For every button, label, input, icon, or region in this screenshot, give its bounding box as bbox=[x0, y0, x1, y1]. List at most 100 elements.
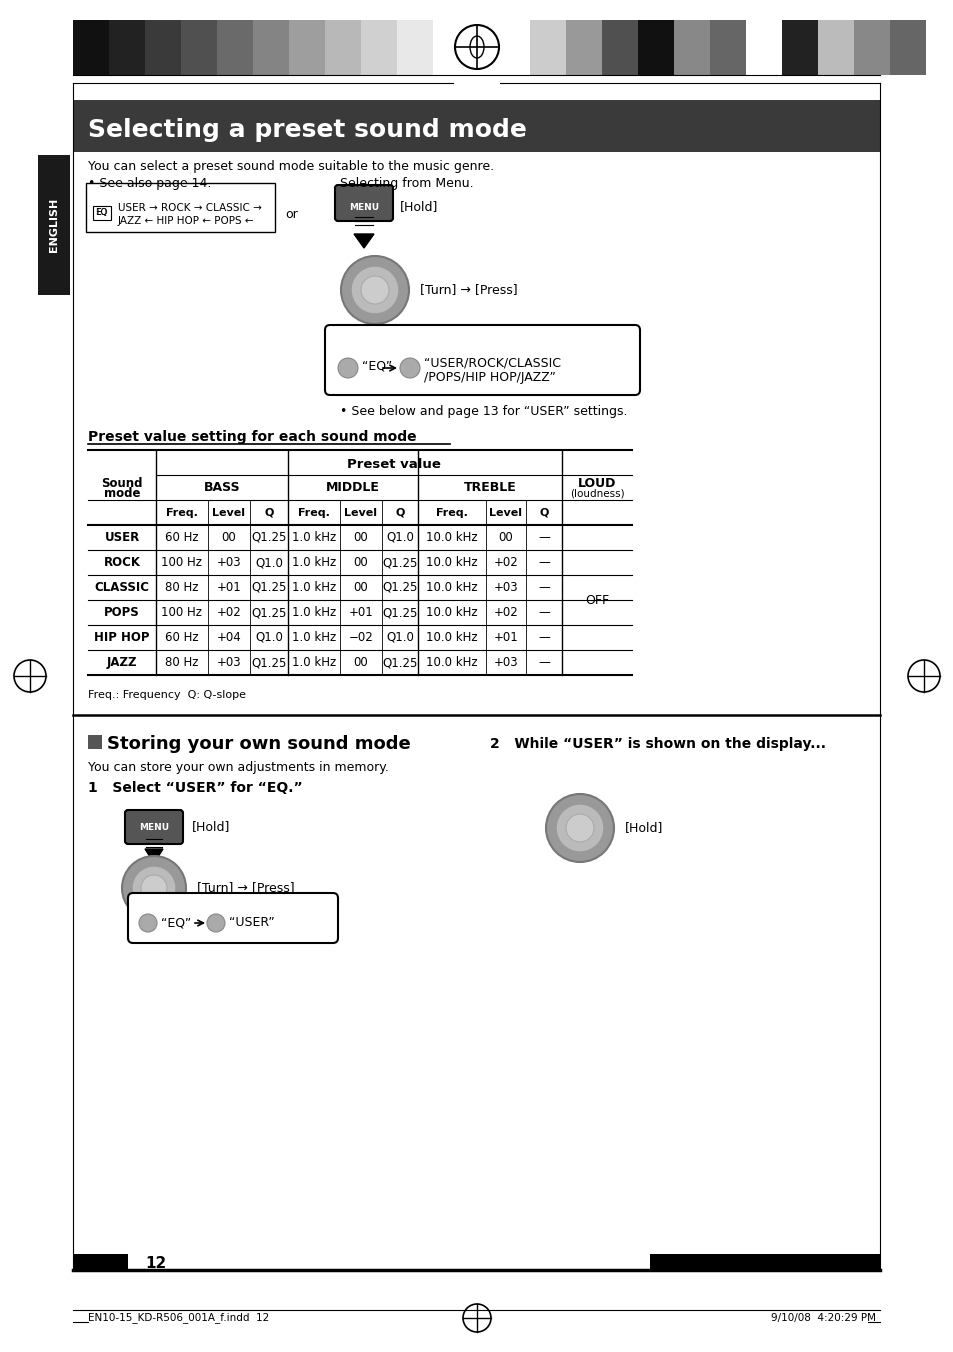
Text: Preset value setting for each sound mode: Preset value setting for each sound mode bbox=[88, 430, 416, 443]
Bar bbox=[745, 20, 781, 74]
Text: JAZZ ← HIP HOP ← POPS ←: JAZZ ← HIP HOP ← POPS ← bbox=[118, 216, 254, 226]
Text: Freq.: Freq. bbox=[297, 507, 330, 518]
Text: Level: Level bbox=[344, 507, 377, 518]
Bar bbox=[38, 155, 70, 295]
Text: Freq.: Frequency  Q: Q-slope: Freq.: Frequency Q: Q-slope bbox=[88, 690, 246, 700]
Bar bbox=[360, 20, 396, 74]
Text: MENU: MENU bbox=[349, 203, 378, 211]
Bar bbox=[817, 20, 853, 74]
Circle shape bbox=[360, 276, 389, 304]
FancyBboxPatch shape bbox=[125, 810, 183, 844]
Text: OFF: OFF bbox=[584, 594, 608, 607]
Text: 1.0 kHz: 1.0 kHz bbox=[292, 556, 335, 569]
Text: —: — bbox=[537, 606, 549, 619]
Text: mode: mode bbox=[104, 487, 140, 500]
Bar bbox=[853, 20, 889, 74]
Bar bbox=[601, 20, 638, 74]
Circle shape bbox=[351, 266, 398, 314]
Circle shape bbox=[340, 256, 409, 324]
Text: +02: +02 bbox=[216, 606, 241, 619]
Text: CLASSIC: CLASSIC bbox=[94, 581, 150, 594]
FancyBboxPatch shape bbox=[335, 185, 393, 220]
Text: 1.0 kHz: 1.0 kHz bbox=[292, 581, 335, 594]
Text: 00: 00 bbox=[354, 556, 368, 569]
Circle shape bbox=[565, 814, 594, 842]
Text: 1.0 kHz: 1.0 kHz bbox=[292, 606, 335, 619]
Text: 60 Hz: 60 Hz bbox=[165, 631, 198, 644]
Bar bbox=[889, 20, 925, 74]
Text: Q1.0: Q1.0 bbox=[254, 556, 283, 569]
Text: Q: Q bbox=[395, 507, 404, 518]
Text: EQ: EQ bbox=[96, 208, 107, 218]
Circle shape bbox=[545, 794, 614, 863]
Text: Storing your own sound mode: Storing your own sound mode bbox=[107, 735, 411, 753]
Text: 80 Hz: 80 Hz bbox=[165, 656, 198, 669]
Polygon shape bbox=[354, 234, 374, 247]
Text: POPS: POPS bbox=[104, 606, 140, 619]
Text: +03: +03 bbox=[493, 581, 517, 594]
Text: +01: +01 bbox=[493, 631, 517, 644]
Text: 00: 00 bbox=[354, 656, 368, 669]
Circle shape bbox=[132, 867, 175, 910]
Text: or: or bbox=[285, 208, 297, 222]
Text: EQ: EQ bbox=[95, 207, 108, 216]
Text: USER: USER bbox=[104, 531, 139, 544]
Circle shape bbox=[556, 804, 603, 852]
Text: 12: 12 bbox=[145, 1256, 166, 1271]
Text: Q1.0: Q1.0 bbox=[254, 631, 283, 644]
Text: “USER”: “USER” bbox=[229, 917, 274, 930]
Text: 10.0 kHz: 10.0 kHz bbox=[426, 581, 477, 594]
Bar bbox=[289, 20, 325, 74]
Text: Freq.: Freq. bbox=[436, 507, 468, 518]
Text: [Hold]: [Hold] bbox=[399, 200, 438, 214]
Text: Q1.25: Q1.25 bbox=[382, 556, 417, 569]
Text: Q1.0: Q1.0 bbox=[386, 531, 414, 544]
Circle shape bbox=[337, 358, 357, 379]
Text: [Turn] → [Press]: [Turn] → [Press] bbox=[419, 284, 517, 296]
Text: Level: Level bbox=[213, 507, 245, 518]
Text: Selecting a preset sound mode: Selecting a preset sound mode bbox=[88, 118, 526, 142]
Bar bbox=[396, 20, 433, 74]
Text: 10.0 kHz: 10.0 kHz bbox=[426, 606, 477, 619]
Text: —: — bbox=[537, 656, 549, 669]
Text: 10.0 kHz: 10.0 kHz bbox=[426, 631, 477, 644]
Text: HIP HOP: HIP HOP bbox=[94, 631, 150, 644]
Text: [Hold]: [Hold] bbox=[624, 822, 662, 834]
Bar bbox=[565, 20, 601, 74]
Bar bbox=[673, 20, 709, 74]
Text: +01: +01 bbox=[216, 581, 241, 594]
Bar bbox=[781, 20, 817, 74]
Text: [Turn] → [Press]: [Turn] → [Press] bbox=[196, 882, 294, 895]
Text: 1.0 kHz: 1.0 kHz bbox=[292, 531, 335, 544]
Bar bbox=[88, 450, 631, 675]
Text: “USER/ROCK/CLASSIC: “USER/ROCK/CLASSIC bbox=[423, 357, 560, 369]
Text: 2   While “USER” is shown on the display...: 2 While “USER” is shown on the display..… bbox=[490, 737, 825, 750]
Bar bbox=[181, 20, 216, 74]
Text: • See also page 14.: • See also page 14. bbox=[88, 177, 212, 191]
Text: “EQ”: “EQ” bbox=[361, 360, 392, 373]
Text: You can select a preset sound mode suitable to the music genre.: You can select a preset sound mode suita… bbox=[88, 160, 494, 173]
Bar bbox=[73, 1255, 128, 1272]
Text: [Hold]: [Hold] bbox=[192, 821, 230, 833]
Text: MENU: MENU bbox=[139, 822, 169, 831]
Text: 80 Hz: 80 Hz bbox=[165, 581, 198, 594]
Text: 00: 00 bbox=[221, 531, 236, 544]
Text: 10.0 kHz: 10.0 kHz bbox=[426, 656, 477, 669]
Text: Preset value: Preset value bbox=[347, 458, 440, 472]
Text: +03: +03 bbox=[216, 556, 241, 569]
FancyBboxPatch shape bbox=[128, 894, 337, 942]
Text: +01: +01 bbox=[348, 606, 373, 619]
FancyBboxPatch shape bbox=[86, 183, 274, 233]
Text: “EQ”: “EQ” bbox=[161, 917, 191, 930]
Text: ENGLISH: ENGLISH bbox=[49, 197, 59, 251]
Text: —: — bbox=[537, 631, 549, 644]
Text: 00: 00 bbox=[498, 531, 513, 544]
Text: 100 Hz: 100 Hz bbox=[161, 556, 202, 569]
Text: Level: Level bbox=[489, 507, 522, 518]
Bar bbox=[92, 206, 111, 220]
Text: —: — bbox=[537, 581, 549, 594]
Text: 10.0 kHz: 10.0 kHz bbox=[426, 531, 477, 544]
Circle shape bbox=[139, 914, 157, 932]
Text: 00: 00 bbox=[354, 581, 368, 594]
Bar bbox=[530, 20, 565, 74]
